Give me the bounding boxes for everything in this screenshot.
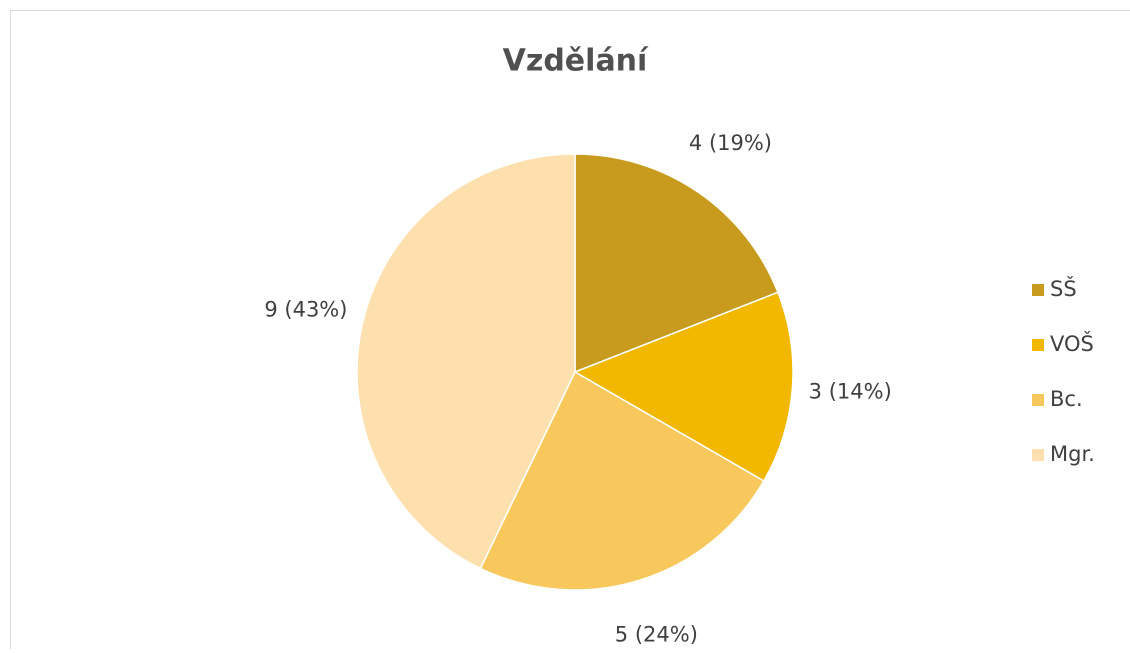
legend-swatch: [1032, 449, 1044, 461]
legend-swatch: [1032, 284, 1044, 296]
legend-swatch: [1032, 394, 1044, 406]
data-label: 5 (24%): [615, 623, 698, 647]
legend-label: VOŠ: [1050, 331, 1094, 356]
data-label: 9 (43%): [264, 298, 347, 322]
legend-label: Bc.: [1050, 387, 1083, 411]
legend-label: Mgr.: [1050, 442, 1095, 466]
data-label: 4 (19%): [689, 131, 772, 155]
data-label: 3 (14%): [809, 380, 892, 404]
chart-title: Vzdělání: [503, 44, 649, 79]
legend-label: SŠ: [1050, 276, 1077, 301]
legend-swatch: [1032, 339, 1044, 351]
